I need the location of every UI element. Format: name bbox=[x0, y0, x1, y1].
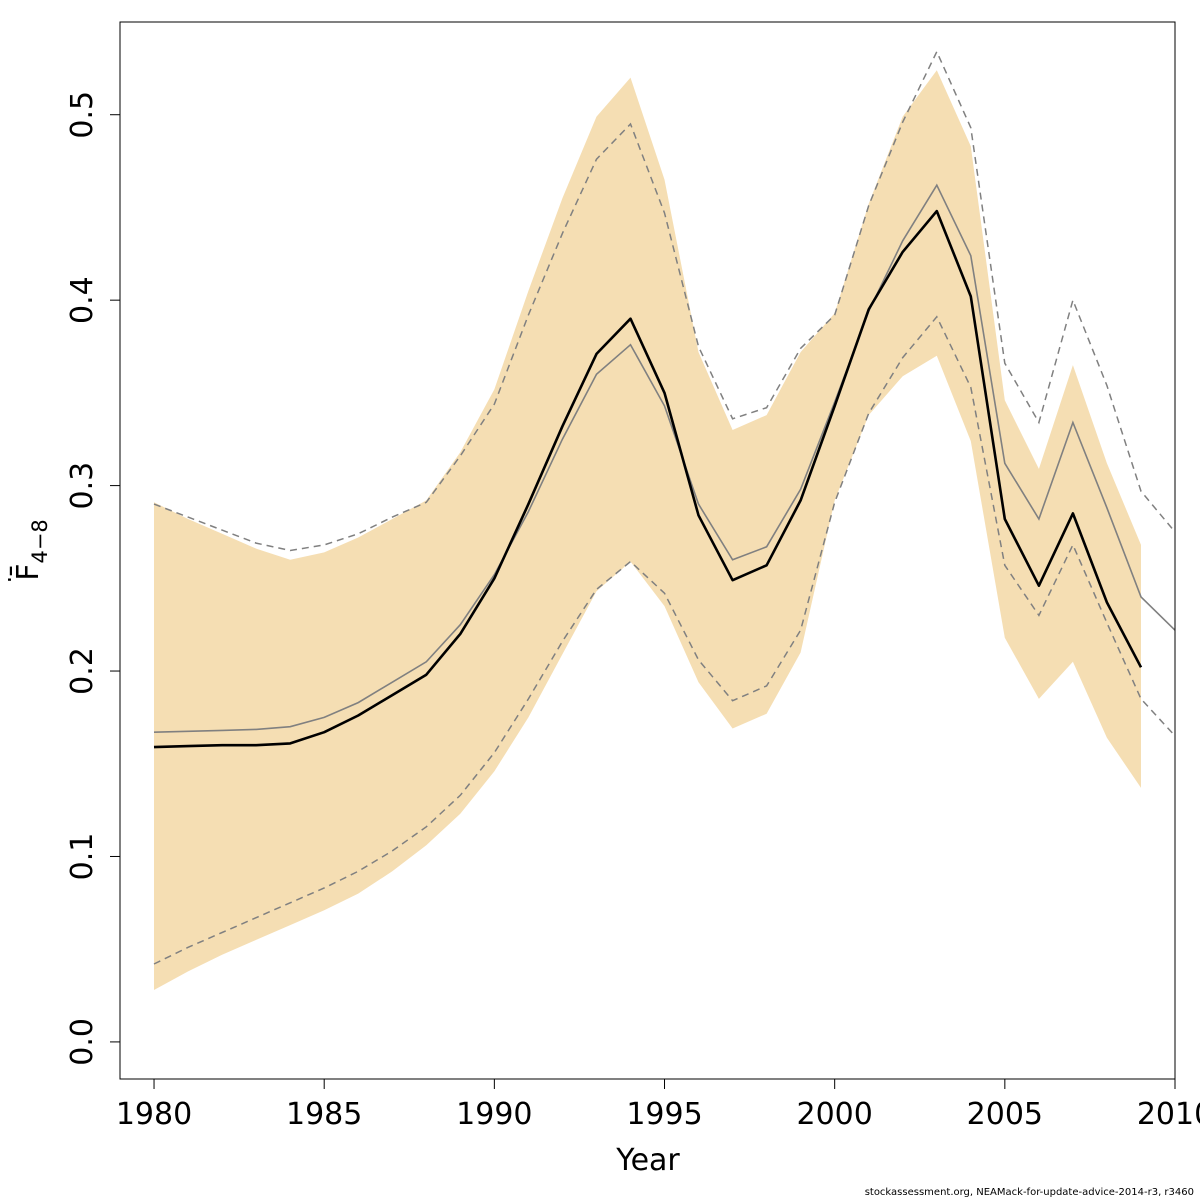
y-tick-label: 0.0 bbox=[65, 1018, 100, 1066]
x-tick-label: 2005 bbox=[967, 1097, 1043, 1132]
current-confidence-band bbox=[154, 70, 1141, 990]
x-tick-label: 1990 bbox=[456, 1097, 532, 1132]
x-tick-label: 1980 bbox=[116, 1097, 192, 1132]
y-axis-label-subscript: 4−8 bbox=[28, 519, 52, 563]
series-lines-layer bbox=[153, 49, 1176, 965]
footer-credit: stockassessment.org, NEAMack-for-update-… bbox=[864, 1187, 1194, 1198]
y-tick-label: 0.5 bbox=[65, 91, 100, 139]
current-estimate-line bbox=[153, 209, 1143, 749]
y-axis-label: F̄4−8 bbox=[10, 519, 52, 581]
x-tick-label: 1985 bbox=[286, 1097, 362, 1132]
y-tick-label: 0.4 bbox=[65, 276, 100, 324]
y-tick-label: 0.3 bbox=[65, 462, 100, 510]
previous-estimate-line bbox=[153, 183, 1176, 733]
previous-lower-bound-line bbox=[153, 315, 1176, 965]
x-tick-label: 2000 bbox=[796, 1097, 872, 1132]
y-tick-label: 0.2 bbox=[65, 647, 100, 695]
x-axis-label: Year bbox=[615, 1143, 680, 1178]
y-axis-label-main: F̄ bbox=[10, 564, 46, 581]
x-tick-label: 1995 bbox=[626, 1097, 702, 1132]
previous-upper-bound-line bbox=[153, 49, 1176, 552]
confidence-band-layer bbox=[154, 70, 1141, 990]
y-tick-label: 0.1 bbox=[65, 833, 100, 881]
